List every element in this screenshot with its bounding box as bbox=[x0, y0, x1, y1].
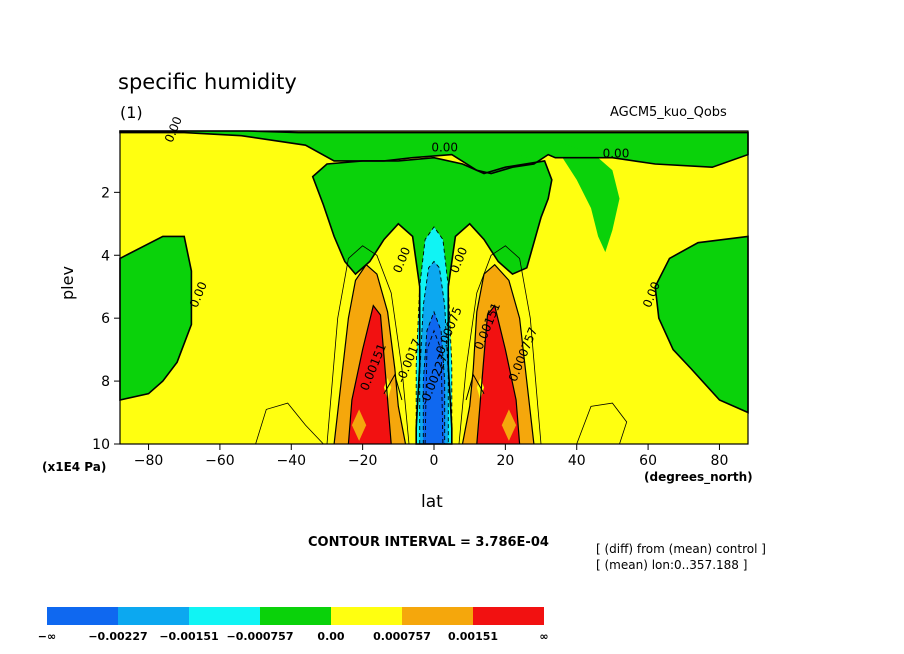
contour-line-12 bbox=[383, 373, 403, 401]
contour-line-0 bbox=[119, 130, 749, 175]
x-tick-label-4: 0 bbox=[430, 453, 439, 469]
contour-dashed-1 bbox=[419, 260, 449, 444]
x-tick-label-0: −80 bbox=[134, 453, 164, 469]
plot-axes: −80 −60 −40 −20 0 20 40 60 80 2 4 6 8 10 bbox=[92, 130, 749, 469]
x-tick-label-7: 60 bbox=[639, 453, 657, 469]
colorbar-label-6: 0.00151 bbox=[448, 630, 498, 643]
island-orange-south bbox=[351, 409, 367, 441]
colorbar-swatch-2 bbox=[189, 607, 260, 625]
contour-dashed-0 bbox=[415, 226, 453, 444]
contour-line-4 bbox=[333, 263, 407, 445]
y-tick-label-2: 6 bbox=[101, 311, 110, 327]
contour-line-7 bbox=[476, 304, 521, 445]
contour-line-3 bbox=[654, 235, 749, 414]
contour-label-1: 0.00 bbox=[431, 140, 458, 154]
contour-line-8 bbox=[326, 245, 410, 445]
band-green-5 bbox=[548, 138, 620, 253]
y-tick-label-4: 10 bbox=[92, 437, 110, 453]
panel-label: (1) bbox=[120, 103, 143, 122]
contour-dashed-3 bbox=[424, 329, 444, 445]
contour-interval: CONTOUR INTERVAL = 3.786E-04 bbox=[308, 535, 549, 550]
colorbar-label-1: −0.00227 bbox=[88, 630, 147, 643]
x-tick-label-1: −60 bbox=[205, 453, 235, 469]
colorbar-label-3: −0.000757 bbox=[227, 630, 294, 643]
contour-lines bbox=[119, 130, 749, 445]
contour-line-11 bbox=[576, 402, 628, 445]
island-orange-north bbox=[501, 409, 517, 441]
colorbar-label-5: 0.000757 bbox=[373, 630, 431, 643]
colorbar-swatch-4 bbox=[331, 607, 402, 625]
contour-label-2: 0.00 bbox=[603, 147, 630, 161]
x-axis-label: lat bbox=[421, 492, 443, 512]
x-axis-unit: (degrees_north) bbox=[644, 470, 753, 484]
diff-note: [ (diff) from (mean) control ] bbox=[596, 542, 766, 556]
contour-fills bbox=[120, 131, 748, 444]
y-tick-label-0: 2 bbox=[101, 185, 110, 201]
colorbar-swatch-1 bbox=[118, 607, 189, 625]
x-tick-label-2: −40 bbox=[276, 453, 306, 469]
mean-note: [ (mean) lon:0..357.188 ] bbox=[596, 558, 748, 572]
band-green-2 bbox=[120, 131, 748, 174]
contour-line-13 bbox=[465, 373, 485, 401]
band-green-4 bbox=[512, 132, 538, 158]
band-green-1 bbox=[655, 236, 748, 413]
contour-line-6 bbox=[347, 304, 392, 445]
x-tick-label-8: 80 bbox=[711, 453, 729, 469]
x-tick-label-5: 20 bbox=[496, 453, 514, 469]
band-green-0 bbox=[120, 236, 192, 400]
y-tick-label-3: 8 bbox=[101, 374, 110, 390]
contour-line-1 bbox=[311, 156, 553, 445]
colorbar-label-7: ∞ bbox=[539, 630, 548, 643]
run-name: AGCM5_kuo_Qobs bbox=[610, 105, 727, 120]
y-axis-unit: (x1E4 Pa) bbox=[42, 460, 107, 474]
colorbar-label-2: −0.00151 bbox=[159, 630, 218, 643]
contour-line-9 bbox=[458, 245, 542, 445]
contour-dashed-2 bbox=[422, 310, 446, 444]
x-tick-label-6: 40 bbox=[568, 453, 586, 469]
contour-line-10 bbox=[255, 402, 324, 445]
colorbar-swatch-3 bbox=[260, 607, 331, 625]
colorbar-label-0: −∞ bbox=[38, 630, 56, 643]
contour-line-2 bbox=[119, 235, 193, 401]
colorbar: −∞ −0.00227 −0.00151 −0.000757 0.00 0.000757 0… bbox=[38, 607, 549, 643]
colorbar-label-4: 0.00 bbox=[317, 630, 344, 643]
colorbar-swatch-5 bbox=[402, 607, 473, 625]
x-tick-label-3: −20 bbox=[348, 453, 378, 469]
colorbar-swatch-6 bbox=[473, 607, 544, 625]
band-red-north bbox=[476, 305, 520, 444]
chart-title: specific humidity bbox=[118, 70, 297, 94]
colorbar-swatch-0 bbox=[47, 607, 118, 625]
y-tick-label-1: 4 bbox=[101, 248, 110, 264]
